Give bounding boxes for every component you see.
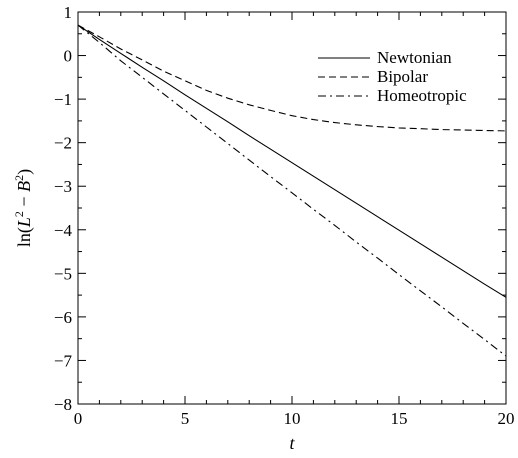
series-line-bipolar	[77, 24, 507, 132]
legend-label-homeotropic: Homeotropic	[377, 86, 467, 105]
x-tick-label: 10	[284, 409, 301, 428]
legend-label-bipolar: Bipolar	[377, 67, 428, 86]
series-lines	[77, 24, 507, 357]
series-line-homeotropic	[77, 24, 507, 357]
y-tick-label: 1	[64, 3, 73, 22]
y-tick-label: −8	[54, 395, 72, 414]
axis-ticks	[77, 11, 507, 405]
y-tick-label: −3	[54, 177, 72, 196]
x-tick-label: 5	[181, 409, 190, 428]
y-tick-label: −6	[54, 308, 72, 327]
y-tick-label: −4	[54, 221, 73, 240]
series-line-newtonian	[77, 24, 507, 298]
y-tick-label: −7	[54, 351, 73, 370]
plot-frame	[77, 11, 507, 405]
x-tick-label: 20	[498, 409, 515, 428]
y-tick-label: 0	[64, 47, 73, 66]
y-tick-label: −1	[54, 90, 72, 109]
y-tick-label: −5	[54, 264, 72, 283]
x-axis-label: t	[289, 433, 295, 453]
y-axis-label: ln(L2 − B2)	[12, 169, 35, 247]
x-tick-label: 15	[391, 409, 408, 428]
y-tick-label: −2	[54, 134, 72, 153]
legend-label-newtonian: Newtonian	[377, 48, 452, 67]
x-tick-label: 0	[74, 409, 83, 428]
